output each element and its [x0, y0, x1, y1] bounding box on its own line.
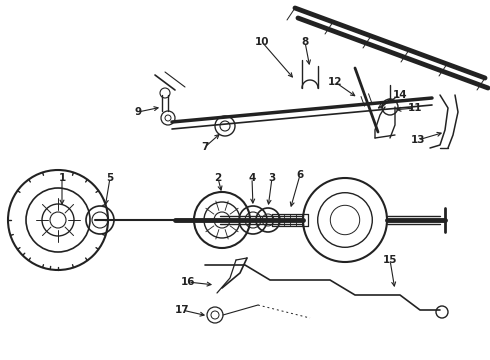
- Text: 12: 12: [328, 77, 342, 87]
- Text: 14: 14: [392, 90, 407, 100]
- Text: 2: 2: [215, 173, 221, 183]
- Text: 6: 6: [296, 170, 304, 180]
- Text: 13: 13: [411, 135, 425, 145]
- Text: 3: 3: [269, 173, 275, 183]
- Text: 11: 11: [408, 103, 422, 113]
- Text: 17: 17: [175, 305, 189, 315]
- Text: 16: 16: [181, 277, 195, 287]
- Text: 7: 7: [201, 142, 209, 152]
- Text: 15: 15: [383, 255, 397, 265]
- Text: 9: 9: [134, 107, 142, 117]
- Text: 5: 5: [106, 173, 114, 183]
- Text: 1: 1: [58, 173, 66, 183]
- Text: 4: 4: [248, 173, 256, 183]
- Text: 10: 10: [255, 37, 269, 47]
- Text: 8: 8: [301, 37, 309, 47]
